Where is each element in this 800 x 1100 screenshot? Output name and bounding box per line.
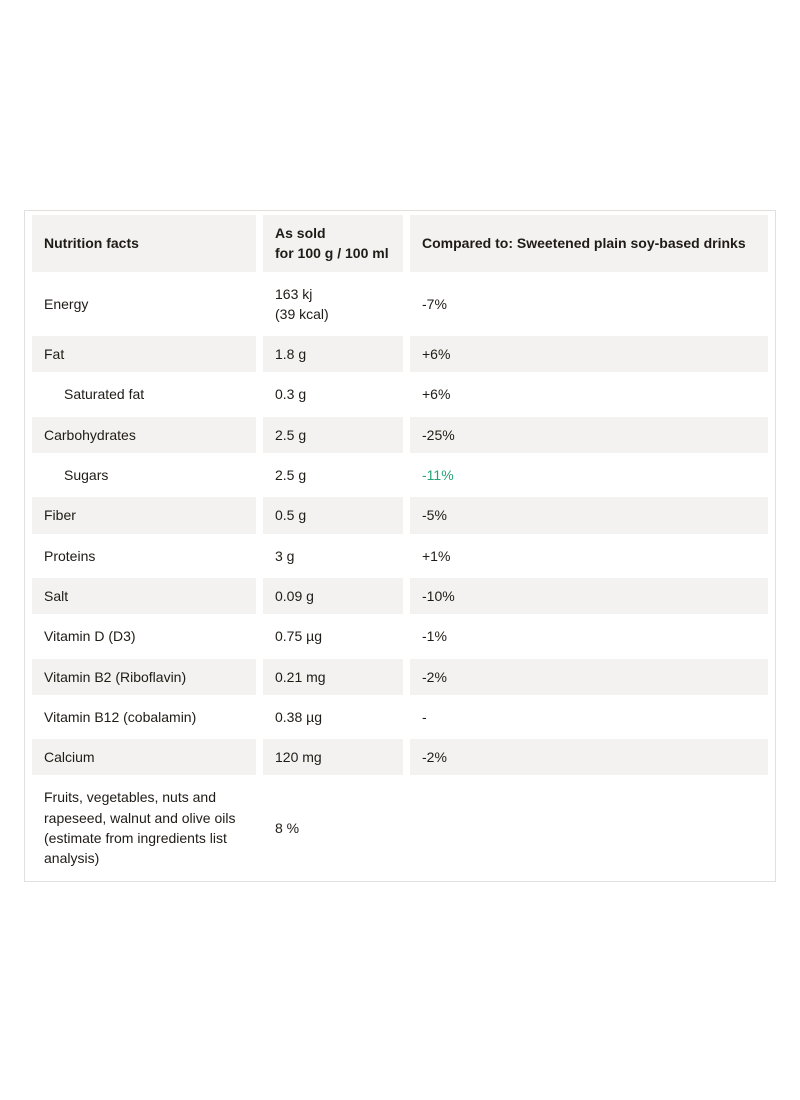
nutrient-name-cell: Saturated fat (32, 376, 256, 413)
nutrient-name-cell: Fiber (32, 497, 256, 534)
nutrient-value-cell: 0.21 mg (263, 658, 403, 695)
nutrition-facts-table: Nutrition facts As sold for 100 g / 100 … (24, 210, 776, 882)
nutrient-name-cell: Sugars (32, 457, 256, 494)
nutrient-name-cell: Energy (32, 275, 256, 333)
table-row-fruits-vegetables-nuts: Fruits, vegetables, nuts and rapeseed, w… (32, 779, 768, 877)
header-as-sold-line2: for 100 g / 100 ml (275, 245, 389, 262)
table-header: Nutrition facts As sold for 100 g / 100 … (32, 215, 768, 272)
comparison-cell: -7% (410, 275, 768, 333)
table-body: Energy 163 kj (39 kcal) -7% Fat 1.8 g +6… (32, 275, 768, 877)
comparison-cell: -5% (410, 497, 768, 534)
nutrition-facts-section: Nutrition facts As sold for 100 g / 100 … (24, 210, 776, 882)
nutrient-value-cell: 3 g (263, 537, 403, 574)
comparison-cell (410, 779, 768, 877)
nutrient-name-cell: Vitamin B2 (Riboflavin) (32, 658, 256, 695)
comparison-cell: -25% (410, 416, 768, 454)
comparison-cell: +6% (410, 376, 768, 413)
column-header-compared-to: Compared to: Sweetened plain soy-based d… (410, 215, 768, 272)
comparison-cell: -1% (410, 618, 768, 655)
nutrient-value-cell: 2.5 g (263, 416, 403, 454)
table-row-salt: Salt 0.09 g -10% (32, 577, 768, 615)
comparison-cell: +6% (410, 336, 768, 373)
comparison-cell: -11% (410, 457, 768, 494)
nutrient-name-cell: Carbohydrates (32, 416, 256, 454)
nutrient-value-cell: 2.5 g (263, 457, 403, 494)
nutrient-value-cell: 120 mg (263, 739, 403, 776)
nutrient-value-cell: 0.38 µg (263, 698, 403, 736)
nutrient-name-cell: Salt (32, 577, 256, 615)
comparison-cell: -10% (410, 577, 768, 615)
table-row-energy: Energy 163 kj (39 kcal) -7% (32, 275, 768, 333)
energy-value-kcal: (39 kcal) (275, 305, 329, 322)
table-row-carbohydrates: Carbohydrates 2.5 g -25% (32, 416, 768, 454)
comparison-cell: - (410, 698, 768, 736)
nutrient-value-cell: 0.09 g (263, 577, 403, 615)
table-row-vitamin-d: Vitamin D (D3) 0.75 µg -1% (32, 618, 768, 655)
table-row-fiber: Fiber 0.5 g -5% (32, 497, 768, 534)
table-row-vitamin-b2: Vitamin B2 (Riboflavin) 0.21 mg -2% (32, 658, 768, 695)
nutrient-value-cell: 0.3 g (263, 376, 403, 413)
comparison-cell: +1% (410, 537, 768, 574)
nutrient-name-cell: Proteins (32, 537, 256, 574)
nutrient-value-cell: 163 kj (39 kcal) (263, 275, 403, 333)
nutrient-value-cell: 0.75 µg (263, 618, 403, 655)
nutrient-name-cell: Fruits, vegetables, nuts and rapeseed, w… (32, 779, 256, 877)
header-row: Nutrition facts As sold for 100 g / 100 … (32, 215, 768, 272)
nutrient-value-cell: 8 % (263, 779, 403, 877)
table-row-proteins: Proteins 3 g +1% (32, 537, 768, 574)
table-row-saturated-fat: Saturated fat 0.3 g +6% (32, 376, 768, 413)
nutrient-name-cell: Calcium (32, 739, 256, 776)
nutrient-value-cell: 0.5 g (263, 497, 403, 534)
energy-value-kj: 163 kj (275, 285, 313, 302)
nutrient-name-cell: Vitamin B12 (cobalamin) (32, 698, 256, 736)
column-header-as-sold: As sold for 100 g / 100 ml (263, 215, 403, 272)
table-row-fat: Fat 1.8 g +6% (32, 336, 768, 373)
column-header-nutrition-facts: Nutrition facts (32, 215, 256, 272)
nutrient-value-cell: 1.8 g (263, 336, 403, 373)
comparison-cell: -2% (410, 739, 768, 776)
nutrient-name-cell: Fat (32, 336, 256, 373)
nutrient-name-cell: Vitamin D (D3) (32, 618, 256, 655)
comparison-cell: -2% (410, 658, 768, 695)
table-row-sugars: Sugars 2.5 g -11% (32, 457, 768, 494)
table-row-vitamin-b12: Vitamin B12 (cobalamin) 0.38 µg - (32, 698, 768, 736)
header-as-sold-line1: As sold (275, 225, 326, 241)
table-row-calcium: Calcium 120 mg -2% (32, 739, 768, 776)
